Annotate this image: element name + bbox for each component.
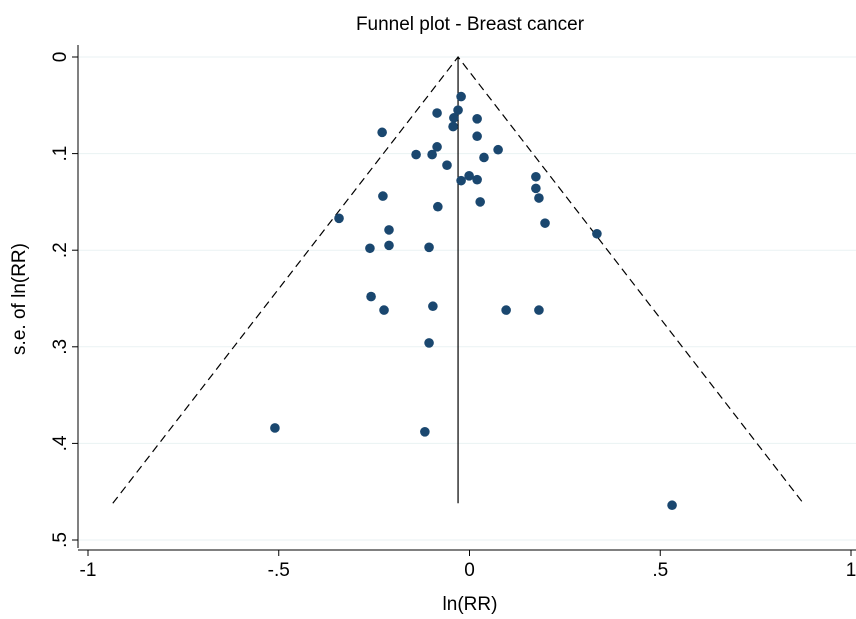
point [472, 114, 482, 124]
point [534, 193, 544, 203]
point [453, 105, 463, 115]
point [378, 191, 388, 201]
point [432, 142, 442, 152]
x-tick-label: -.5 [268, 560, 290, 581]
point [472, 131, 482, 142]
point [531, 171, 541, 182]
x-tick-label: 0 [464, 560, 475, 581]
point [501, 305, 511, 315]
point [432, 108, 442, 118]
point [427, 149, 437, 160]
point [428, 301, 438, 312]
x-tick-label: 1 [846, 560, 856, 581]
y-tick-label: .5 [50, 532, 71, 548]
y-tick-label: .4 [50, 435, 71, 451]
point [448, 121, 458, 132]
point [366, 291, 376, 302]
x-tick-label: .5 [652, 560, 668, 581]
point [424, 338, 434, 348]
point [377, 127, 387, 138]
x-axis-label: ln(RR) [443, 594, 498, 614]
y-tick-label: .3 [50, 339, 71, 355]
point [540, 218, 550, 228]
point [442, 160, 452, 170]
y-tick-label: .1 [50, 146, 71, 162]
point [270, 423, 280, 433]
point [384, 225, 394, 235]
point [424, 242, 434, 253]
point [464, 171, 474, 181]
point [334, 213, 344, 224]
chart-title: Funnel plot - Breast cancer [356, 14, 585, 35]
point [384, 240, 394, 251]
point [667, 500, 677, 511]
y-axis-label: s.e. of ln(RR) [9, 243, 30, 355]
point [531, 183, 541, 194]
point [493, 144, 503, 155]
point [479, 152, 489, 163]
point [534, 305, 544, 315]
point [365, 243, 375, 254]
point [456, 175, 466, 186]
point [592, 228, 602, 239]
point [472, 174, 482, 185]
point [475, 197, 485, 207]
point [449, 113, 459, 123]
x-tick-label: -1 [80, 560, 97, 581]
point [456, 91, 466, 102]
point [411, 149, 421, 160]
point [420, 427, 430, 437]
point [433, 201, 443, 212]
y-tick-label: .2 [50, 242, 71, 258]
point [379, 305, 389, 315]
y-tick-label: 0 [50, 52, 71, 63]
